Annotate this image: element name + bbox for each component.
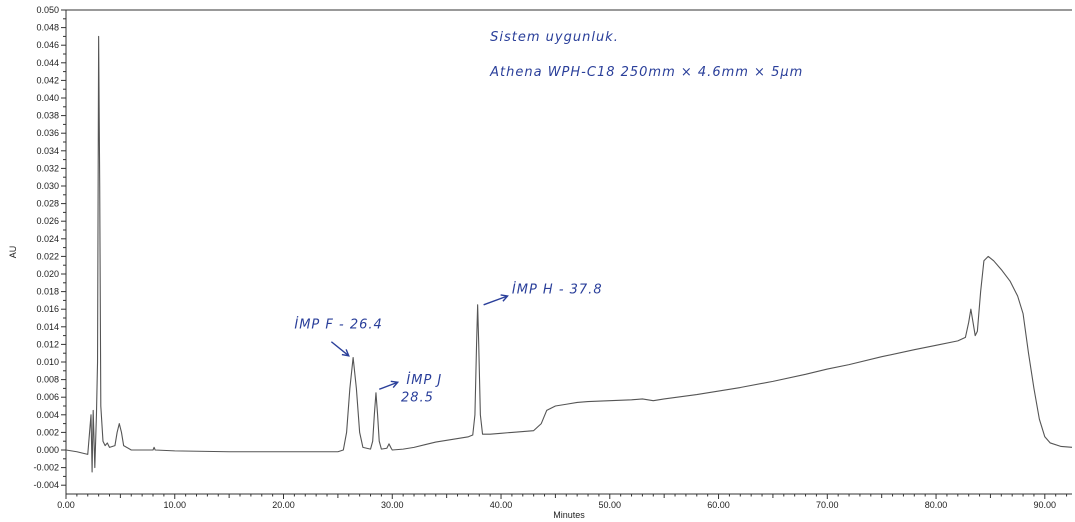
annotation-arrowhead (390, 380, 400, 389)
y-tick-label: 0.040 (36, 93, 59, 103)
x-tick-label: 30.00 (381, 500, 404, 510)
annotation-arrow (330, 341, 350, 357)
y-tick-label: -0.004 (33, 480, 59, 490)
y-tick-label: 0.016 (36, 304, 59, 314)
y-tick-label: 0.048 (36, 23, 59, 33)
x-tick-label: 10.00 (163, 500, 186, 510)
x-tick-label: 0.00 (57, 500, 75, 510)
handwritten-annotation: Athena WPH-C18 250mm × 4.6mm × 5µm (489, 65, 803, 80)
y-tick-label: 0.008 (36, 375, 59, 385)
x-tick-label: 40.00 (490, 500, 513, 510)
x-tick-label: 90.00 (1034, 500, 1057, 510)
y-tick-label: -0.002 (33, 463, 59, 473)
x-tick-label: 60.00 (707, 500, 730, 510)
x-tick-label: 70.00 (816, 500, 839, 510)
y-axis: -0.004 -0.002 0.000 0.002 0.004 0.006 0.008 0.0… (33, 5, 67, 494)
annotation-arrowhead (500, 294, 509, 302)
handwritten-annotation: İMP J (406, 372, 442, 388)
x-axis: 0.00 10.00 20.00 30.00 40.00 50.00 60.00 70.00 8… (57, 9, 1072, 510)
y-tick-label: 0.012 (36, 339, 59, 349)
y-tick-label: 0.000 (36, 445, 59, 455)
handwritten-annotation: Sistem uygunluk. (490, 30, 619, 45)
annotation-arrow (483, 295, 508, 306)
y-tick-label: 0.050 (36, 5, 59, 15)
y-tick-label: 0.018 (36, 287, 59, 297)
y-tick-label: 0.046 (36, 40, 59, 50)
handwritten-annotation: 28.5 (401, 391, 434, 406)
y-tick-label: 0.030 (36, 181, 59, 191)
y-tick-label: 0.022 (36, 251, 59, 261)
series-layer (65, 35, 1073, 473)
annotation-arrowhead (341, 349, 350, 357)
handwritten-annotation: İMP F - 26.4 (294, 317, 382, 333)
y-tick-label: 0.038 (36, 111, 59, 121)
handwritten-annotation: İMP H - 37.8 (512, 281, 603, 297)
y-tick-label: 0.044 (36, 58, 59, 68)
y-tick-label: 0.004 (36, 410, 59, 420)
x-tick-label: 20.00 (272, 500, 295, 510)
y-axis-label: AU (8, 246, 18, 259)
x-tick-label: 80.00 (925, 500, 948, 510)
y-tick-label: 0.020 (36, 269, 59, 279)
y-tick-label: 0.028 (36, 199, 59, 209)
y-tick-label: 0.034 (36, 146, 59, 156)
y-tick-label: 0.014 (36, 322, 59, 332)
annotation-layer: Sistem uygunluk. Athena WPH-C18 250mm × 4… (294, 30, 803, 406)
y-tick-label: 0.042 (36, 75, 59, 85)
y-tick-label: 0.032 (36, 163, 59, 173)
y-tick-label: 0.002 (36, 427, 59, 437)
annotation-arrow (378, 381, 398, 390)
x-tick-label: 50.00 (599, 500, 622, 510)
y-tick-label: 0.010 (36, 357, 59, 367)
y-tick-label: 0.026 (36, 216, 59, 226)
chromatogram-trace (65, 35, 1073, 473)
y-tick-label: 0.024 (36, 234, 59, 244)
x-axis-label: Minutes (553, 510, 585, 520)
y-tick-label: 0.036 (36, 128, 59, 138)
y-tick-label: 0.006 (36, 392, 59, 402)
